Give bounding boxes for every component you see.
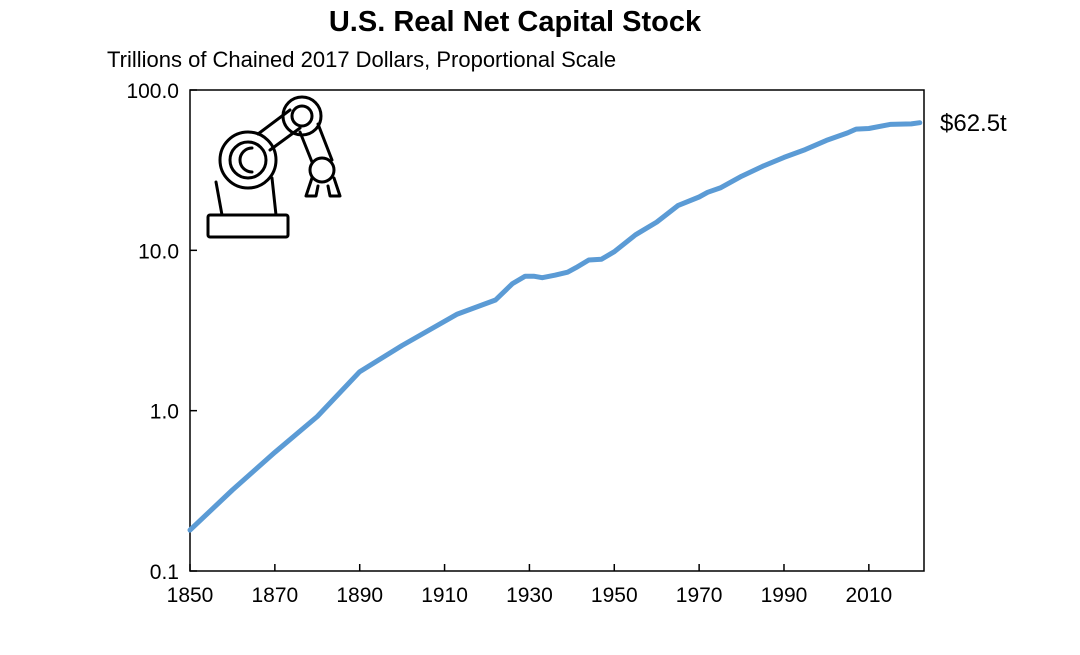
plot-area-frame: [189, 89, 925, 572]
x-tick-label: 1930: [506, 584, 553, 607]
x-tick-label: 1890: [336, 584, 383, 607]
y-tick-label: 1.0: [150, 401, 179, 424]
x-tick-label: 1850: [167, 584, 214, 607]
capital-stock-series-line: [187, 120, 923, 533]
y-tick-label: 10.0: [138, 240, 179, 263]
y-tick-label: 100.0: [126, 80, 179, 103]
x-tick-label: 1910: [421, 584, 468, 607]
x-tick-label: 2010: [845, 584, 892, 607]
x-tick-label: 1990: [761, 584, 808, 607]
x-tick-label: 1970: [676, 584, 723, 607]
chart-title: U.S. Real Net Capital Stock: [328, 6, 702, 38]
y-tick-label: 0.1: [150, 561, 179, 584]
y-axis-ticks: 0.1 1.0 10.0 100.0: [126, 80, 197, 584]
x-tick-label: 1870: [251, 584, 298, 607]
x-axis-ticks: 1850 1870 1890 1910 1930 1950 1970 1990 2010: [167, 564, 892, 607]
x-tick-label: 1950: [591, 584, 638, 607]
end-value-label: $62.5t: [940, 110, 1007, 137]
robotic-arm-icon: [206, 95, 342, 239]
chart-subtitle: Trillions of Chained 2017 Dollars, Propo…: [107, 47, 617, 72]
